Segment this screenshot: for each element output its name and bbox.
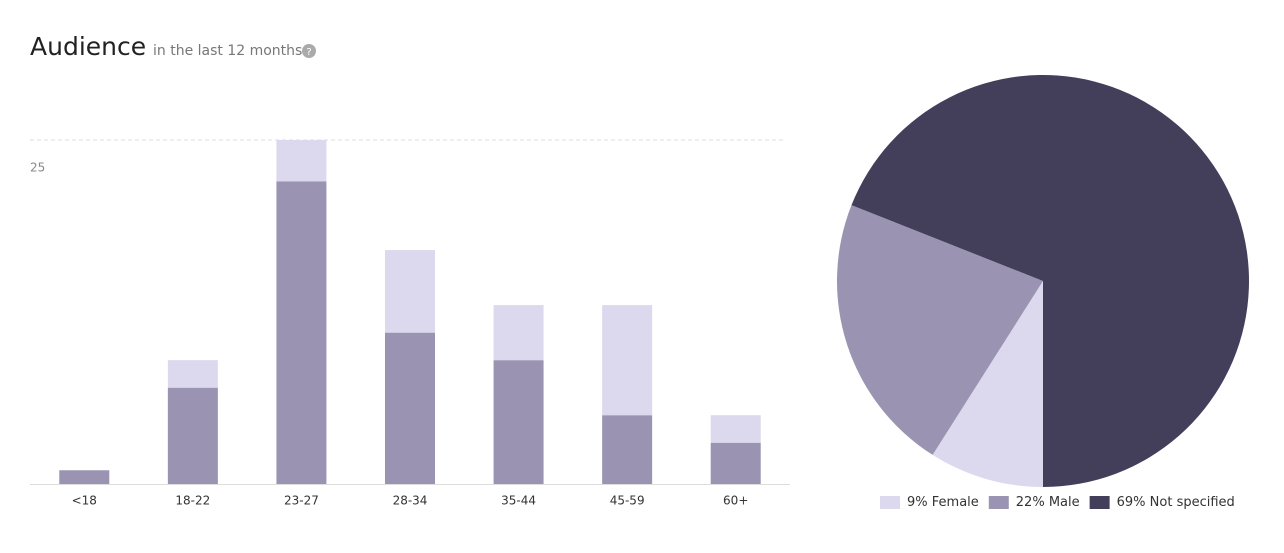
bar-segment (493, 360, 544, 484)
x-tick-label: 23-27 (284, 494, 319, 508)
legend-label: 9% Female (907, 495, 979, 510)
y-tick-label: 25 (30, 161, 45, 175)
subtitle: in the last 12 months (153, 43, 302, 59)
bar-segment (602, 415, 653, 484)
legend-value: 22% (1016, 495, 1045, 510)
bar-segment (385, 332, 435, 484)
bar-segment (167, 360, 218, 388)
help-icon[interactable] (302, 44, 316, 58)
bar-segment (59, 470, 110, 484)
bar-segment (602, 305, 653, 416)
x-tick-label: <18 (72, 494, 97, 508)
legend-swatch (1089, 496, 1110, 509)
legend-name: Male (1049, 495, 1080, 510)
legend-swatch (988, 496, 1009, 509)
title: Audience (30, 32, 146, 61)
x-tick-label: 18-22 (175, 494, 210, 508)
x-tick-label: 60+ (723, 494, 748, 508)
bar-segment (167, 387, 218, 484)
help-icon-text[interactable]: ? (306, 47, 311, 58)
pie-slice (851, 75, 1249, 488)
bar-segment (385, 250, 435, 333)
legend-value: 69% (1117, 495, 1146, 510)
legend-swatch (880, 496, 900, 509)
legend-value: 9% (907, 495, 928, 510)
legend-label: 69% Not specified (1117, 495, 1235, 510)
x-tick-label: 45-59 (610, 494, 645, 508)
bar-segment (493, 305, 544, 361)
bar-segment (710, 442, 761, 484)
x-tick-label: 35-44 (501, 494, 536, 508)
pie-slice (837, 205, 1043, 455)
pie-slice (932, 281, 1043, 487)
bar-segment (276, 140, 327, 182)
legend-name: Not specified (1150, 495, 1235, 510)
bar-segment (710, 415, 761, 443)
legend-name: Female (932, 495, 979, 510)
x-tick-label: 28-34 (393, 494, 428, 508)
legend-label: 22% Male (1016, 495, 1080, 510)
bar-segment (276, 181, 327, 484)
